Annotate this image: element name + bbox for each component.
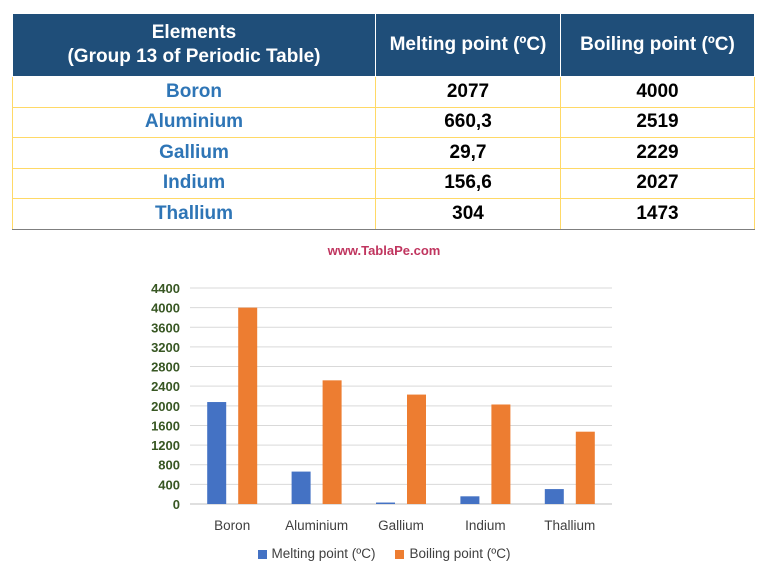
- header-elements: Elements (Group 13 of Periodic Table): [12, 13, 376, 77]
- legend-item: Melting point (ºC): [257, 546, 376, 561]
- legend-label: Melting point (ºC): [271, 546, 376, 561]
- table-row: Thallium 304 1473: [12, 198, 755, 230]
- table-row: Boron 2077 4000: [12, 76, 755, 108]
- y-tick-label: 2800: [151, 360, 180, 375]
- melting-point-bar: [376, 502, 395, 504]
- melting-point-bar: [544, 489, 564, 504]
- boiling-point-bar: [322, 380, 342, 504]
- y-tick-label: 1600: [151, 418, 180, 433]
- x-tick-label: Thallium: [544, 518, 595, 533]
- y-tick-label: 2400: [151, 379, 180, 394]
- element-table: Elements (Group 13 of Periodic Table) Me…: [12, 13, 755, 230]
- header-melting-point: Melting point (ºC): [375, 13, 561, 77]
- legend-label: Boiling point (ºC): [409, 546, 511, 561]
- y-tick-label: 800: [158, 458, 180, 473]
- element-name-cell: Boron: [12, 76, 376, 108]
- chart-legend: Melting point (ºC) Boiling point (ºC): [0, 546, 768, 561]
- table-header-row: Elements (Group 13 of Periodic Table) Me…: [12, 13, 755, 77]
- y-tick-label: 4000: [151, 301, 180, 316]
- boiling-point-bar: [238, 307, 258, 504]
- y-tick-label: 400: [158, 477, 180, 492]
- melting-point-cell: 660,3: [375, 106, 561, 138]
- x-tick-label: Indium: [465, 518, 506, 533]
- site-url: www.TablaPe.com: [327, 243, 441, 258]
- table-row: Aluminium 660,3 2519: [12, 106, 755, 138]
- y-tick-label: 4400: [151, 281, 180, 296]
- boiling-point-cell: 2229: [560, 137, 755, 169]
- melting-point-bar: [460, 496, 480, 504]
- legend-item: Boiling point (ºC): [395, 546, 510, 561]
- y-tick-label: 3600: [151, 320, 180, 335]
- boiling-point-bar: [491, 404, 511, 504]
- table-row: Gallium 29,7 2229: [12, 137, 755, 169]
- legend-swatch: [257, 549, 267, 559]
- melting-point-cell: 2077: [375, 76, 561, 108]
- boiling-point-bar: [407, 394, 426, 504]
- x-tick-label: Boron: [214, 518, 250, 533]
- element-name-cell: Thallium: [12, 198, 376, 230]
- y-tick-label: 2000: [151, 399, 180, 414]
- melting-point-cell: 156,6: [375, 167, 561, 199]
- y-tick-label: 0: [173, 497, 180, 512]
- y-tick-label: 1200: [151, 438, 180, 453]
- melting-point-cell: 304: [375, 198, 561, 230]
- boiling-point-bar: [575, 431, 595, 504]
- header-boiling-point: Boiling point (ºC): [560, 13, 755, 77]
- boiling-point-cell: 1473: [560, 198, 755, 230]
- header-elements-line2: (Group 13 of Periodic Table): [67, 46, 321, 67]
- y-tick-label: 3200: [151, 340, 180, 355]
- boiling-point-cell: 4000: [560, 76, 755, 108]
- x-tick-label: Aluminium: [285, 518, 348, 533]
- melting-point-bar: [207, 402, 227, 504]
- x-tick-label: Gallium: [378, 518, 424, 533]
- melting-point-bar: [291, 471, 311, 504]
- melting-point-cell: 29,7: [375, 137, 561, 169]
- legend-swatch: [395, 549, 405, 559]
- header-elements-line1: Elements: [151, 22, 237, 43]
